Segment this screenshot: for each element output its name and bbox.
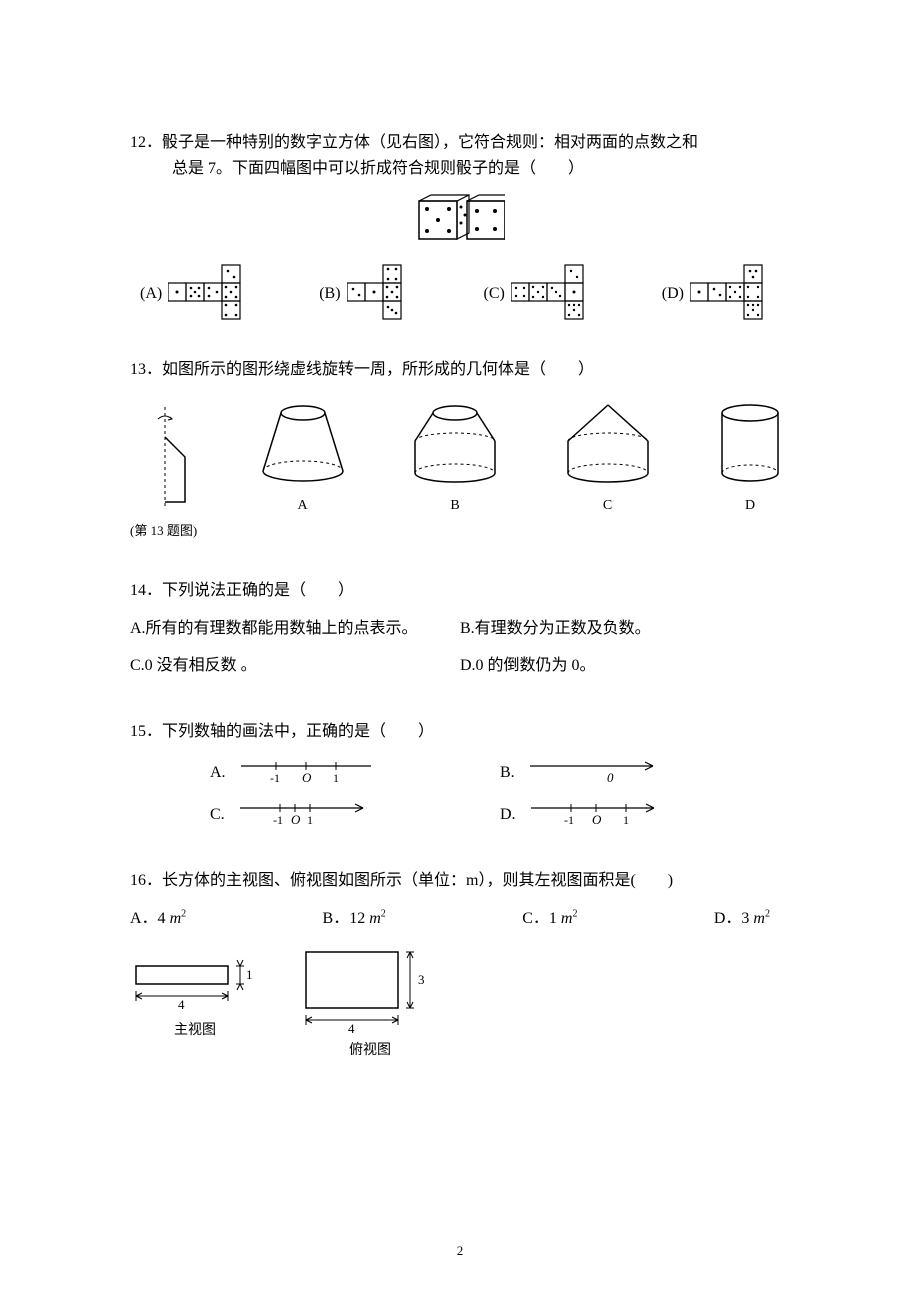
q16-text: 16．长方体的主视图、俯视图如图所示（单位：m），则其左视图面积是( ) xyxy=(130,868,790,894)
q15-option-c: C. -1 O 1 xyxy=(210,798,500,830)
q12-option-a: (A) xyxy=(140,259,258,329)
svg-text:3: 3 xyxy=(418,972,425,987)
question-13: 13．如图所示的图形绕虚线旋转一周，所形成的几何体是（ ） A xyxy=(130,357,790,542)
q15-label-b: B. xyxy=(500,760,515,786)
net-d-icon xyxy=(690,259,780,329)
q15-label-c: C. xyxy=(210,802,225,828)
cylinder-d-icon xyxy=(710,401,790,491)
q12-label-a: (A) xyxy=(140,281,162,307)
q15-label-d: D. xyxy=(500,802,516,828)
q13-option-b: B xyxy=(405,401,505,517)
svg-text:1: 1 xyxy=(623,813,629,827)
top-view-icon: 4 3 xyxy=(300,946,440,1036)
q14-options: A.所有的有理数都能用数轴上的点表示。 B.有理数分为正数及负数。 C.0 没有… xyxy=(130,616,790,691)
top-view-caption: 俯视图 xyxy=(349,1040,391,1062)
numline-d-icon: -1 O 1 xyxy=(526,798,666,830)
svg-text:0: 0 xyxy=(607,770,614,785)
q15-options: A. -1 O 1 B. 0 C. xyxy=(130,756,790,840)
question-14: 14．下列说法正确的是（ ） A.所有的有理数都能用数轴上的点表示。 B.有理数… xyxy=(130,578,790,691)
numline-c-icon: -1 O 1 xyxy=(235,798,375,830)
q15-option-d: D. -1 O 1 xyxy=(500,798,790,830)
q15-number: 15． xyxy=(130,723,162,740)
svg-text:O: O xyxy=(291,812,301,827)
svg-text:1: 1 xyxy=(307,813,313,827)
q16-views: 4 1 主视图 4 3 xyxy=(130,946,790,1062)
q12-text: 12．骰子是一种特别的数字立方体（见右图），它符合规则：相对两面的点数之和 总是… xyxy=(130,130,790,181)
question-16: 16．长方体的主视图、俯视图如图所示（单位：m），则其左视图面积是( ) A．4… xyxy=(130,868,790,1062)
q12-dice-example xyxy=(130,193,790,247)
q16-opt-d: D．3 m2 xyxy=(714,906,770,932)
q13-label-b: B xyxy=(450,495,459,517)
q16-opt-c: C．1 m2 xyxy=(522,906,577,932)
svg-text:-1: -1 xyxy=(273,813,283,827)
q13-label-c: C xyxy=(603,495,612,517)
q14-opt-a: A.所有的有理数都能用数轴上的点表示。 xyxy=(130,616,460,642)
q12-number: 12． xyxy=(130,134,162,151)
q16-top-view: 4 3 俯视图 xyxy=(300,946,440,1062)
q16-opt-b: B．12 m2 xyxy=(323,906,386,932)
svg-text:O: O xyxy=(302,770,312,785)
net-a-icon xyxy=(168,259,258,329)
q14-opt-c: C.0 没有相反数 。 xyxy=(130,653,460,679)
q13-option-d: D xyxy=(710,401,790,517)
solid-b-icon xyxy=(405,401,505,491)
q13-label-a: A xyxy=(297,495,307,517)
numline-a-icon: -1 O 1 xyxy=(236,756,376,788)
svg-text:-1: -1 xyxy=(564,813,574,827)
q15-option-a: A. -1 O 1 xyxy=(210,756,500,788)
net-c-icon xyxy=(511,259,601,329)
q13-caption: (第 13 题图) xyxy=(130,521,790,542)
dim-4: 4 xyxy=(178,997,185,1012)
q14-text: 14．下列说法正确的是（ ） xyxy=(130,578,790,604)
q12-line1: 骰子是一种特别的数字立方体（见右图），它符合规则：相对两面的点数之和 xyxy=(162,134,698,151)
q16-number: 16． xyxy=(130,872,162,889)
q15-text: 15．下列数轴的画法中，正确的是（ ） xyxy=(130,719,790,745)
q12-options-row: (A) (B) xyxy=(130,259,790,329)
dice-icon xyxy=(415,193,505,247)
svg-text:1: 1 xyxy=(246,967,253,982)
question-12: 12．骰子是一种特别的数字立方体（见右图），它符合规则：相对两面的点数之和 总是… xyxy=(130,130,790,329)
svg-text:-1: -1 xyxy=(270,771,280,785)
numline-b-icon: 0 xyxy=(525,756,665,788)
source-shape-icon xyxy=(130,407,200,517)
q12-label-b: (B) xyxy=(319,281,340,307)
q13-number: 13． xyxy=(130,361,162,378)
q15-label-a: A. xyxy=(210,760,226,786)
page-number: 2 xyxy=(0,1241,920,1262)
q14-number: 14． xyxy=(130,582,162,599)
q13-label-d: D xyxy=(745,495,755,517)
q14-opt-d: D.0 的倒数仍为 0。 xyxy=(460,653,790,679)
main-view-caption: 主视图 xyxy=(174,1020,216,1042)
q13-body: 如图所示的图形绕虚线旋转一周，所形成的几何体是（ ） xyxy=(162,361,594,378)
q16-body: 长方体的主视图、俯视图如图所示（单位：m），则其左视图面积是( ) xyxy=(162,872,673,889)
q13-figures: A B C xyxy=(130,401,790,517)
svg-text:1: 1 xyxy=(333,771,339,785)
solid-c-icon xyxy=(558,401,658,491)
svg-text:4: 4 xyxy=(348,1021,355,1036)
q12-label-c: (C) xyxy=(483,281,504,307)
q16-opt-a: A．4 m2 xyxy=(130,906,186,932)
q13-option-c: C xyxy=(558,401,658,517)
net-b-icon xyxy=(347,259,423,329)
q13-text: 13．如图所示的图形绕虚线旋转一周，所形成的几何体是（ ） xyxy=(130,357,790,383)
q12-option-d: (D) xyxy=(662,259,780,329)
q12-line2: 总是 7。下面四幅图中可以折成符合规则骰子的是（ ） xyxy=(130,156,790,182)
q15-body: 下列数轴的画法中，正确的是（ ） xyxy=(162,723,434,740)
q13-source-shape xyxy=(130,407,200,517)
q14-body: 下列说法正确的是（ ） xyxy=(162,582,354,599)
q16-main-view: 4 1 主视图 xyxy=(130,946,260,1062)
svg-text:O: O xyxy=(592,812,602,827)
main-view-icon: 4 1 xyxy=(130,946,260,1016)
q12-option-b: (B) xyxy=(319,259,422,329)
question-15: 15．下列数轴的画法中，正确的是（ ） A. -1 O 1 B. 0 C xyxy=(130,719,790,841)
q12-label-d: (D) xyxy=(662,281,684,307)
q15-option-b: B. 0 xyxy=(500,756,790,788)
q12-option-c: (C) xyxy=(483,259,600,329)
q14-opt-b: B.有理数分为正数及负数。 xyxy=(460,616,790,642)
q13-option-a: A xyxy=(253,401,353,517)
frustum-a-icon xyxy=(253,401,353,491)
q16-options: A．4 m2 B．12 m2 C．1 m2 D．3 m2 xyxy=(130,906,790,932)
